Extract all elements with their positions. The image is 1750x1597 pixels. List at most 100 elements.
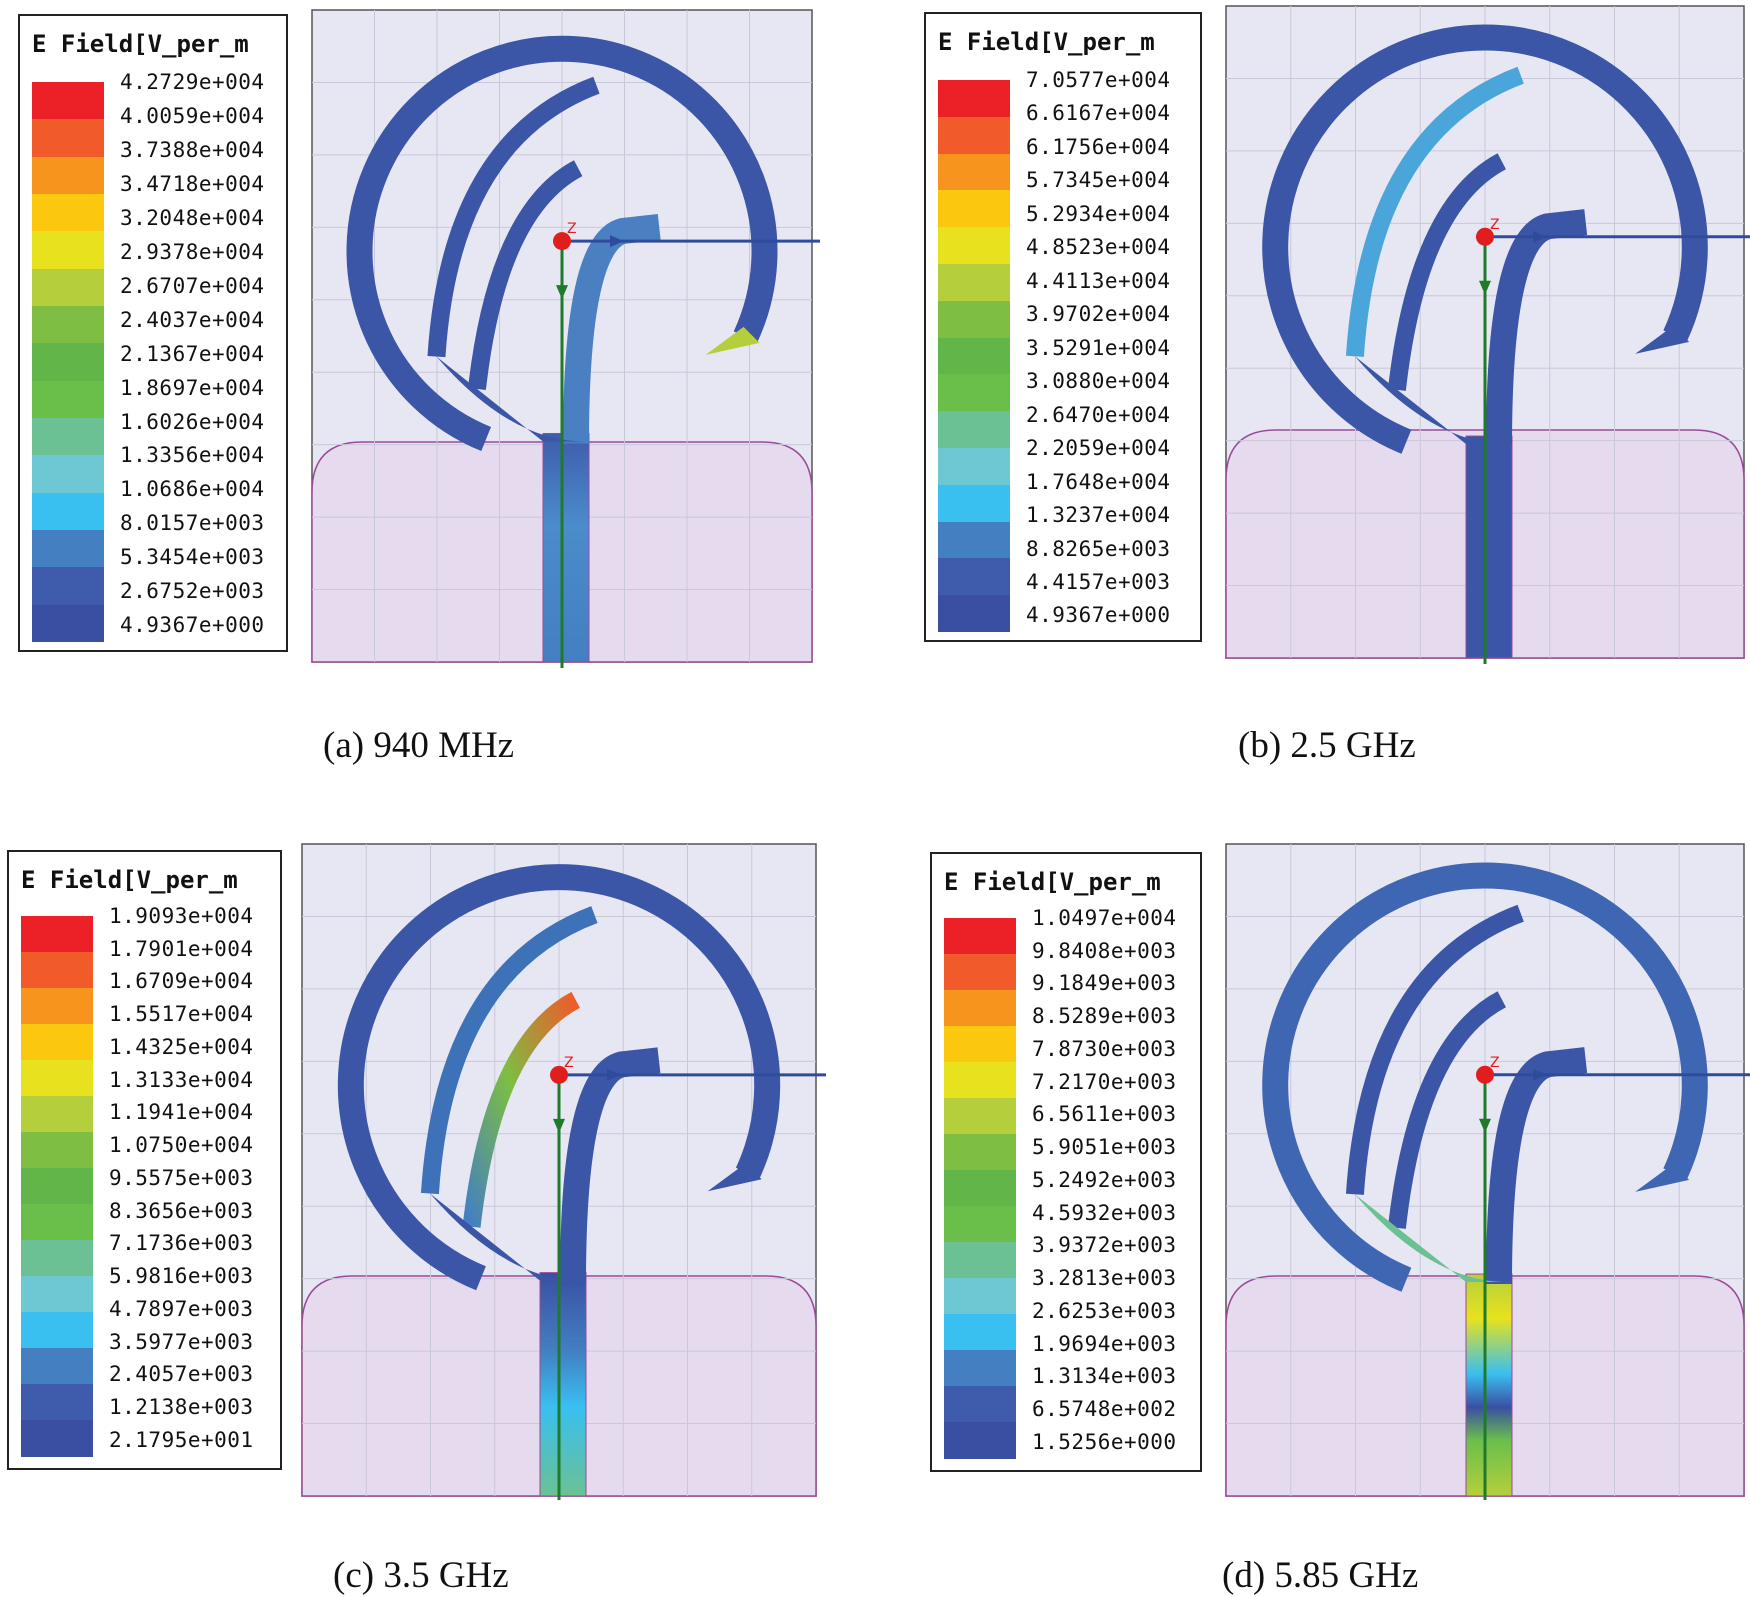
colorbar-swatch: [21, 1204, 93, 1241]
colorbar-swatch: [21, 1060, 93, 1097]
field-plot-b: Z: [1225, 5, 1750, 664]
legend-value: 2.6470e+004: [1026, 402, 1171, 427]
colorbar-swatch: [944, 954, 1016, 991]
legend-value: 2.9378e+004: [120, 239, 265, 264]
colorbar-swatch: [32, 343, 104, 382]
colorbar: [32, 82, 104, 643]
legend-value: 9.8408e+003: [1032, 938, 1177, 963]
legend-value: 8.0157e+003: [120, 511, 265, 536]
colorbar-swatch: [944, 1314, 1016, 1351]
feed-line: [1465, 435, 1513, 659]
colorbar-swatch: [944, 1278, 1016, 1315]
legend-value: 1.9694e+003: [1032, 1331, 1177, 1356]
legend-value: 2.6253e+003: [1032, 1298, 1177, 1323]
legend-value: 3.7388e+004: [120, 137, 265, 162]
legend-value: 1.9093e+004: [109, 904, 254, 928]
colorbar: [938, 80, 1010, 633]
outer-ring-arm: [1262, 862, 1708, 1292]
z-axis-label: Z: [1490, 1055, 1500, 1071]
legend-value: 1.4325e+004: [109, 1034, 254, 1059]
y-axis-arrow: [553, 1118, 565, 1133]
legend-value: 3.2813e+003: [1032, 1266, 1177, 1291]
colorbar-swatch: [32, 492, 104, 531]
colorbar-swatch: [938, 190, 1010, 228]
colorbar-swatch: [21, 1348, 93, 1385]
legend-value: 1.3237e+004: [1026, 503, 1171, 528]
legend-value: 6.1756e+004: [1026, 134, 1171, 159]
colorbar-swatch: [32, 418, 104, 456]
upper-branch: [427, 76, 600, 358]
colorbar-swatch: [32, 380, 104, 419]
legend-value: 1.3356e+004: [120, 443, 265, 468]
outer-ring-arm: [346, 35, 778, 452]
legend-value: 5.2934e+004: [1026, 201, 1171, 226]
colorbar-swatch: [944, 1026, 1016, 1063]
legend-value: 7.2170e+003: [1032, 1069, 1177, 1094]
x-axis-arrow: [1533, 230, 1547, 243]
legend-value: 1.5517e+004: [109, 1002, 254, 1027]
legend-value: 1.0686e+004: [120, 477, 265, 502]
legend-value: 4.7897e+003: [109, 1296, 254, 1321]
origin-marker: [1476, 1065, 1494, 1084]
hook-arm: [1486, 1047, 1588, 1285]
origin-marker: [1476, 227, 1494, 246]
legend-b: E Field[V_per_m 7.0577e+004 6.6167e+004 6.…: [924, 12, 1202, 642]
legend-value: 1.5256e+000: [1032, 1429, 1177, 1454]
legend-value: 2.4057e+003: [109, 1362, 254, 1387]
feed-line: [539, 1272, 587, 1497]
feed-line: [1465, 1273, 1513, 1497]
caption-c: (c) 3.5 GHz: [333, 1555, 509, 1596]
z-axis-label: Z: [567, 221, 577, 237]
colorbar-swatch: [944, 1062, 1016, 1099]
legend-value: 9.5575e+003: [109, 1165, 254, 1190]
colorbar-swatch: [944, 1386, 1016, 1423]
lower-branch: [1387, 153, 1507, 391]
legend-value: 1.0497e+004: [1032, 906, 1177, 930]
colorbar-swatch: [21, 1384, 93, 1421]
legend-value: 6.5611e+003: [1032, 1102, 1177, 1127]
colorbar-swatch: [944, 990, 1016, 1027]
colorbar-swatch: [21, 1276, 93, 1313]
colorbar-swatch: [938, 374, 1010, 412]
hook-arm: [563, 214, 661, 444]
legend-value: 7.8730e+003: [1032, 1036, 1177, 1061]
colorbar-swatch: [32, 231, 104, 270]
colorbar-swatch: [938, 227, 1010, 265]
legend-value: 2.6707e+004: [120, 273, 265, 298]
legend-title: E Field[V_per_m: [938, 28, 1155, 56]
colorbar-swatch: [944, 918, 1016, 955]
legend-value: 4.8523e+004: [1026, 235, 1171, 260]
legend-value: 8.8265e+003: [1026, 536, 1171, 561]
legend-value: 4.0059e+004: [120, 103, 265, 128]
legend-value: 5.2492e+003: [1032, 1167, 1177, 1192]
legend-value: 8.5289e+003: [1032, 1004, 1177, 1029]
legend-value: 1.8697e+004: [120, 375, 265, 400]
legend-value: 3.9372e+003: [1032, 1233, 1177, 1258]
colorbar-swatch: [21, 1096, 93, 1133]
colorbar-swatch: [32, 567, 104, 606]
x-axis-arrow: [607, 1068, 621, 1081]
colorbar-swatch: [32, 194, 104, 232]
legend-value: 5.9051e+003: [1032, 1135, 1177, 1160]
colorbar-swatch: [938, 521, 1010, 559]
y-axis-arrow: [556, 285, 568, 300]
hook-arm: [1486, 209, 1588, 447]
colorbar-swatch: [944, 1422, 1016, 1459]
upper-branch: [420, 906, 598, 1195]
legend-value: 8.3656e+003: [109, 1198, 254, 1223]
colorbar-swatch: [32, 455, 104, 494]
legend-value: 6.5748e+002: [1032, 1397, 1177, 1422]
legend-value: 1.3133e+004: [109, 1067, 254, 1092]
ring-tip: [1635, 325, 1690, 354]
x-axis-arrow: [1533, 1068, 1547, 1081]
colorbar-swatch: [938, 116, 1010, 155]
origin-marker: [550, 1065, 568, 1084]
outer-ring-arm: [1262, 24, 1708, 454]
legend-value: 4.9367e+000: [1026, 603, 1171, 628]
legend-value: 1.7648e+004: [1026, 469, 1171, 494]
legend-value: 5.3454e+003: [120, 545, 265, 570]
legend-title: E Field[V_per_m: [21, 866, 238, 894]
colorbar-swatch: [938, 558, 1010, 596]
colorbar: [21, 916, 93, 1457]
legend-value: 2.1367e+004: [120, 341, 265, 366]
